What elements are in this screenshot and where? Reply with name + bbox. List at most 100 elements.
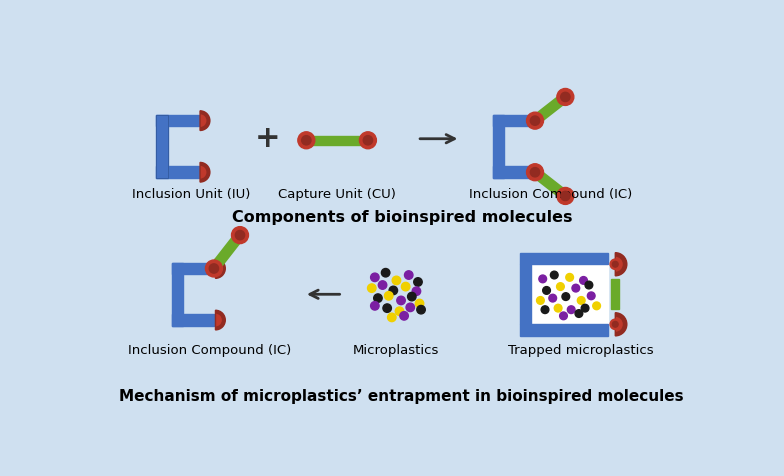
Circle shape bbox=[561, 92, 570, 101]
Text: Mechanism of microplastics’ entrapment in bioinspired molecules: Mechanism of microplastics’ entrapment i… bbox=[119, 389, 684, 404]
Wedge shape bbox=[615, 253, 627, 276]
Circle shape bbox=[359, 132, 376, 149]
Text: Inclusion Compound (IC): Inclusion Compound (IC) bbox=[129, 344, 292, 357]
Circle shape bbox=[575, 310, 583, 317]
Circle shape bbox=[371, 273, 379, 282]
Circle shape bbox=[400, 312, 408, 320]
Bar bbox=[520, 253, 608, 264]
Circle shape bbox=[549, 294, 557, 302]
Circle shape bbox=[557, 89, 574, 105]
Circle shape bbox=[527, 112, 543, 129]
Circle shape bbox=[587, 292, 595, 300]
Circle shape bbox=[405, 271, 413, 279]
Wedge shape bbox=[216, 258, 225, 278]
Circle shape bbox=[302, 136, 311, 145]
Circle shape bbox=[417, 306, 425, 314]
Circle shape bbox=[209, 264, 219, 273]
Circle shape bbox=[395, 307, 404, 316]
Bar bbox=[172, 314, 214, 326]
Circle shape bbox=[561, 191, 570, 200]
Circle shape bbox=[536, 297, 544, 304]
Circle shape bbox=[541, 306, 549, 314]
Bar bbox=[156, 115, 198, 127]
Bar bbox=[531, 264, 608, 324]
Circle shape bbox=[554, 304, 562, 312]
Wedge shape bbox=[216, 310, 225, 330]
Circle shape bbox=[368, 284, 376, 292]
Circle shape bbox=[392, 276, 401, 285]
Bar bbox=[307, 136, 368, 145]
Bar bbox=[172, 263, 214, 274]
Bar bbox=[156, 167, 198, 178]
Circle shape bbox=[543, 287, 550, 294]
Circle shape bbox=[383, 304, 391, 312]
Wedge shape bbox=[615, 313, 627, 336]
Text: Trapped microplastics: Trapped microplastics bbox=[508, 344, 654, 357]
Circle shape bbox=[527, 164, 543, 181]
Circle shape bbox=[610, 259, 620, 269]
Circle shape bbox=[379, 281, 387, 289]
Circle shape bbox=[235, 230, 245, 240]
Circle shape bbox=[572, 284, 579, 292]
Circle shape bbox=[557, 283, 564, 290]
Wedge shape bbox=[200, 111, 210, 130]
Text: Inclusion Unit (IU): Inclusion Unit (IU) bbox=[132, 188, 250, 201]
Text: Inclusion Compound (IC): Inclusion Compound (IC) bbox=[469, 188, 632, 201]
Circle shape bbox=[414, 278, 423, 286]
Circle shape bbox=[401, 282, 410, 291]
Circle shape bbox=[568, 306, 575, 314]
Circle shape bbox=[560, 312, 568, 320]
Circle shape bbox=[610, 319, 620, 329]
Circle shape bbox=[566, 274, 574, 281]
Bar bbox=[520, 324, 608, 336]
Bar bbox=[172, 263, 183, 326]
Circle shape bbox=[389, 286, 397, 295]
Circle shape bbox=[579, 277, 587, 284]
Wedge shape bbox=[615, 253, 627, 276]
Wedge shape bbox=[200, 162, 210, 182]
Circle shape bbox=[397, 296, 405, 305]
Circle shape bbox=[381, 268, 390, 277]
Text: Capture Unit (CU): Capture Unit (CU) bbox=[278, 188, 396, 201]
Bar bbox=[156, 115, 168, 178]
Circle shape bbox=[205, 260, 223, 277]
Circle shape bbox=[416, 299, 423, 308]
Wedge shape bbox=[615, 313, 627, 336]
FancyBboxPatch shape bbox=[95, 52, 709, 429]
Circle shape bbox=[412, 287, 421, 296]
Circle shape bbox=[363, 136, 372, 145]
Text: +: + bbox=[255, 124, 281, 153]
Circle shape bbox=[387, 313, 396, 322]
Circle shape bbox=[612, 321, 618, 327]
Circle shape bbox=[374, 294, 382, 302]
Bar bbox=[520, 264, 531, 324]
Bar bbox=[492, 167, 535, 178]
Circle shape bbox=[562, 293, 570, 300]
Circle shape bbox=[585, 281, 593, 289]
Wedge shape bbox=[200, 111, 210, 130]
Text: Components of bioinspired molecules: Components of bioinspired molecules bbox=[231, 210, 572, 225]
Circle shape bbox=[408, 292, 416, 301]
Circle shape bbox=[612, 261, 618, 267]
Circle shape bbox=[384, 292, 393, 300]
Circle shape bbox=[593, 302, 601, 310]
Wedge shape bbox=[216, 258, 225, 278]
Wedge shape bbox=[216, 310, 225, 330]
Circle shape bbox=[539, 275, 546, 283]
Circle shape bbox=[298, 132, 315, 149]
Wedge shape bbox=[200, 162, 210, 182]
Circle shape bbox=[557, 188, 574, 204]
Circle shape bbox=[550, 271, 558, 279]
Bar bbox=[492, 115, 535, 127]
Circle shape bbox=[406, 303, 415, 312]
Circle shape bbox=[577, 297, 585, 304]
Circle shape bbox=[231, 227, 249, 244]
Circle shape bbox=[530, 116, 539, 125]
Circle shape bbox=[530, 168, 539, 177]
Bar bbox=[156, 115, 168, 178]
Circle shape bbox=[371, 302, 379, 310]
Bar bbox=[612, 279, 619, 309]
Circle shape bbox=[581, 304, 589, 312]
Text: Microplastics: Microplastics bbox=[354, 344, 440, 357]
Bar bbox=[492, 115, 504, 178]
